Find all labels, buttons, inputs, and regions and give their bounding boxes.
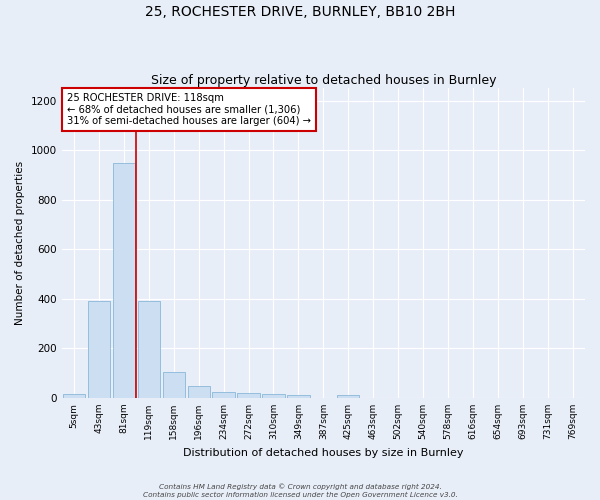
Bar [337, 396, 359, 398]
Bar [88, 302, 110, 398]
Text: Contains HM Land Registry data © Crown copyright and database right 2024.
Contai: Contains HM Land Registry data © Crown c… [143, 484, 457, 498]
Y-axis label: Number of detached properties: Number of detached properties [15, 161, 25, 325]
Title: Size of property relative to detached houses in Burnley: Size of property relative to detached ho… [151, 74, 496, 87]
Bar [238, 393, 260, 398]
Bar [163, 372, 185, 398]
Bar [188, 386, 210, 398]
Text: 25, ROCHESTER DRIVE, BURNLEY, BB10 2BH: 25, ROCHESTER DRIVE, BURNLEY, BB10 2BH [145, 5, 455, 19]
Bar [113, 162, 135, 398]
Bar [287, 396, 310, 398]
Text: 25 ROCHESTER DRIVE: 118sqm
← 68% of detached houses are smaller (1,306)
31% of s: 25 ROCHESTER DRIVE: 118sqm ← 68% of deta… [67, 93, 311, 126]
X-axis label: Distribution of detached houses by size in Burnley: Distribution of detached houses by size … [183, 448, 464, 458]
Bar [63, 394, 85, 398]
Bar [137, 302, 160, 398]
Bar [262, 394, 285, 398]
Bar [212, 392, 235, 398]
